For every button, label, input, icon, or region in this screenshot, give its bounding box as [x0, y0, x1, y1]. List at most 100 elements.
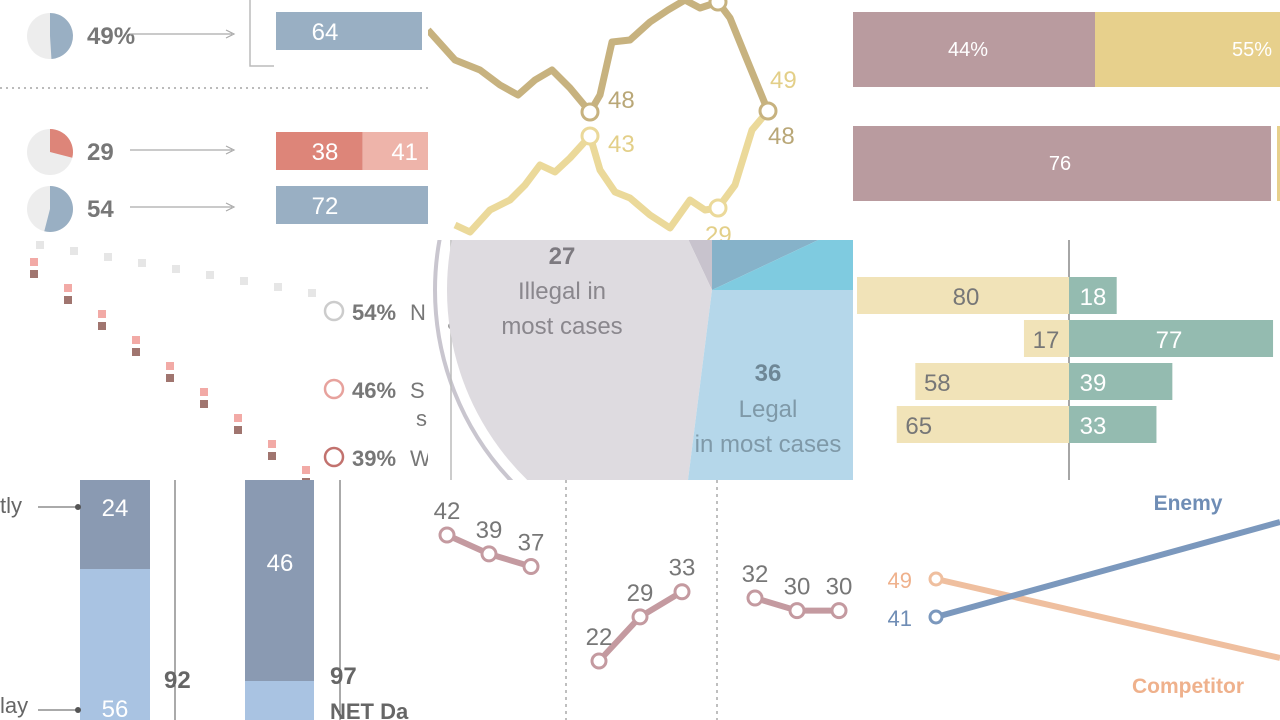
- pie-value-label: 54: [87, 196, 114, 223]
- series-value-label: 48: [768, 123, 795, 150]
- slope-marker: [830, 602, 848, 620]
- enemy-start-marker: [928, 609, 944, 625]
- panel-diverging-bars: 80 18 17 77 58 39 65 33: [857, 240, 1274, 480]
- slope-marker: [746, 589, 764, 607]
- segment-label: 76: [1049, 153, 1071, 175]
- series-marker: [580, 126, 600, 146]
- slope-marker: [438, 526, 456, 544]
- bar: [276, 186, 428, 224]
- row-connector-dot: [75, 504, 81, 510]
- series-marker: [708, 198, 728, 218]
- legend-percent: 54%: [352, 300, 396, 325]
- row-label: tly: [0, 493, 22, 518]
- legend-marker: [323, 446, 345, 468]
- pie-slice-teal: [712, 240, 819, 290]
- panel-dot-pattern: 54% N 46% Ss 39% W: [30, 241, 428, 480]
- competitor-start-label: 49: [888, 568, 912, 593]
- bar: [362, 132, 428, 170]
- dot: [36, 241, 44, 249]
- pie-value-label: 29: [87, 139, 114, 166]
- stacked-segment-sliver: [1277, 126, 1280, 201]
- column-total: 97: [330, 663, 357, 690]
- dot: [64, 296, 72, 304]
- slope-marker: [631, 608, 649, 626]
- pie-slice-legal: [687, 290, 853, 480]
- slice-number: 36: [755, 360, 782, 387]
- pie-slice: [50, 129, 73, 158]
- dot: [268, 440, 276, 448]
- panel-trend-lines: 48 48 43 29 49: [428, 0, 797, 249]
- bar-label: 38: [312, 139, 339, 166]
- series-value-label: 49: [770, 67, 797, 94]
- pie-slice-cyan: [712, 240, 853, 290]
- segment-label: 44%: [948, 39, 988, 61]
- column-top-segment: [80, 480, 150, 569]
- dot: [64, 284, 72, 292]
- dot: [172, 265, 180, 273]
- panel-stacked-bars: 44% 55% 76: [853, 12, 1280, 201]
- dot: [206, 271, 214, 279]
- stacked-segment: [853, 12, 1095, 87]
- bar-left-label: 65: [905, 413, 932, 440]
- slope-marker: [673, 583, 691, 601]
- slope-marker: [590, 652, 608, 670]
- slope-value-label: 33: [669, 555, 696, 582]
- series-value-label: 29: [705, 222, 732, 249]
- slope-value-label: 30: [784, 574, 811, 601]
- dot: [30, 270, 38, 278]
- pie-slice-small: [688, 240, 712, 290]
- column-value-label: 56: [102, 696, 129, 720]
- legend-percent: 39%: [352, 446, 396, 471]
- pie-slice: [44, 186, 73, 233]
- bar: [276, 12, 422, 50]
- dot: [132, 336, 140, 344]
- bar-right: [1069, 277, 1117, 314]
- column-top-segment: [245, 480, 314, 681]
- arrow-head: [225, 145, 236, 155]
- arrow-head: [225, 202, 236, 212]
- legend-text: N: [410, 300, 426, 325]
- slope-value-label: 37: [518, 530, 545, 557]
- column-value-label: 24: [102, 495, 129, 522]
- panel-enemy-competitor: 49 41 Enemy Competitor: [888, 492, 1280, 698]
- slope-marker: [788, 602, 806, 620]
- legend-marker: [323, 300, 345, 322]
- bar-label: 72: [312, 193, 339, 220]
- panel-pies-bars: 49% 29 54 64 38 41 72: [0, 0, 428, 233]
- enemy-start-label: 41: [888, 606, 912, 631]
- dot: [274, 283, 282, 291]
- enemy-line: [935, 519, 1280, 620]
- slope-value-label: 22: [586, 624, 613, 651]
- bar-left: [915, 363, 1069, 400]
- competitor-series-label: Competitor: [1132, 675, 1244, 698]
- series-marker: [580, 102, 600, 122]
- slice-label: most cases: [501, 313, 622, 340]
- dot: [308, 289, 316, 297]
- dot: [166, 362, 174, 370]
- dot: [234, 426, 242, 434]
- bar-right: [1069, 406, 1157, 443]
- slope-value-label: 32: [742, 561, 769, 588]
- series-marker: [758, 101, 778, 121]
- row-label: lay: [0, 693, 28, 718]
- stacked-segment: [1095, 12, 1280, 87]
- dot: [240, 277, 248, 285]
- legend-percent: 46%: [352, 378, 396, 403]
- dot: [132, 348, 140, 356]
- column-value-label: 46: [267, 550, 294, 577]
- dot: [166, 374, 174, 382]
- bar-left-label: 58: [924, 370, 951, 397]
- pie-value-label: 49%: [87, 23, 135, 50]
- bar-left-label: 17: [1033, 327, 1060, 354]
- column-total-label: NET Da: [330, 699, 409, 720]
- dot: [302, 466, 310, 474]
- pie-slice-illegal: [447, 240, 712, 480]
- dot: [98, 310, 106, 318]
- slope-value-label: 29: [627, 580, 654, 607]
- segment-label: 55%: [1232, 39, 1272, 61]
- slice-label: Legal: [739, 396, 798, 423]
- dot: [70, 247, 78, 255]
- dot: [234, 414, 242, 422]
- legend-text: S: [410, 378, 425, 403]
